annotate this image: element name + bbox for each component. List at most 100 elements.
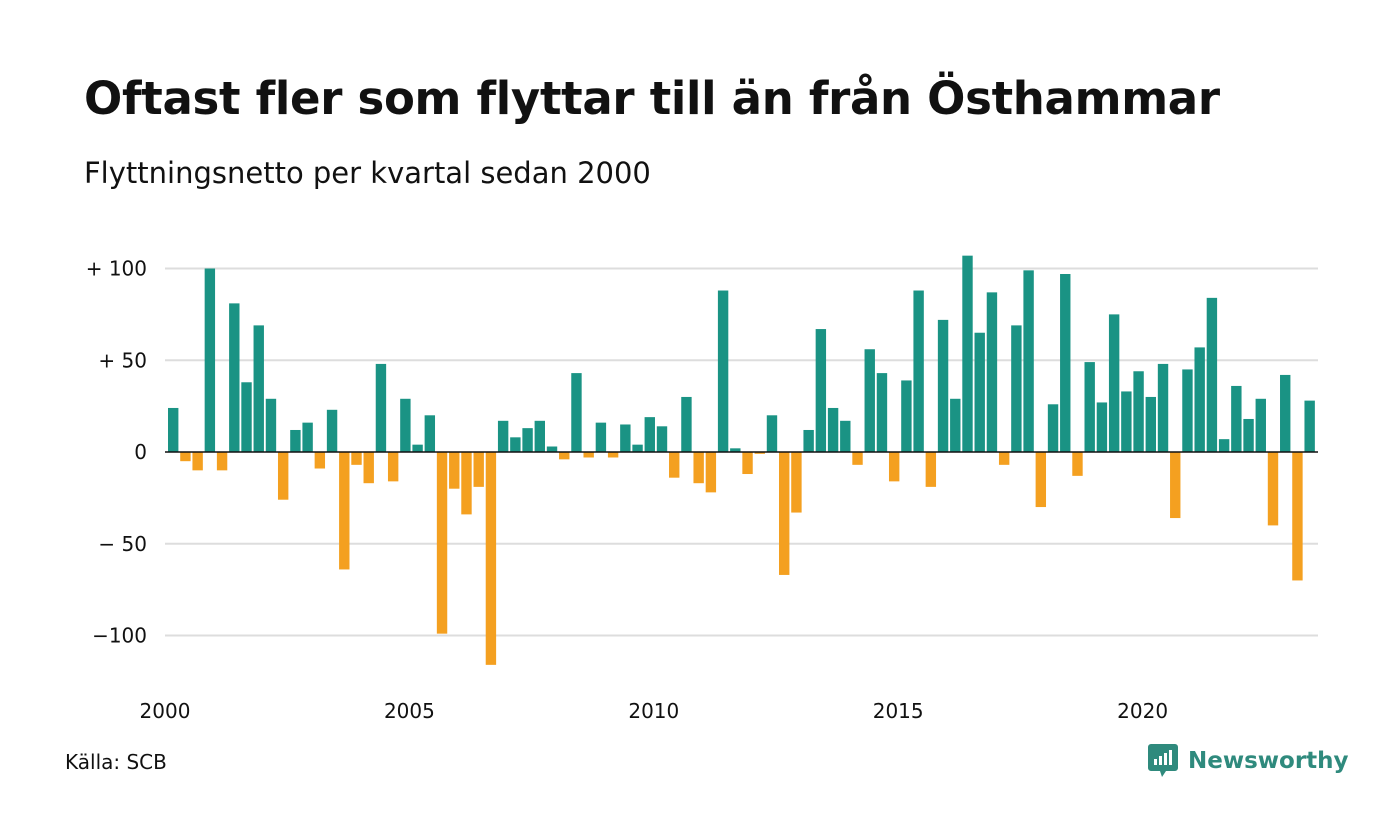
bar (742, 452, 753, 475)
bar (1096, 402, 1108, 452)
bar (326, 409, 338, 452)
bar (1218, 439, 1230, 452)
y-tick-label: −100 (92, 624, 147, 648)
bar (510, 437, 521, 452)
bars (168, 255, 1315, 665)
bar (1280, 374, 1291, 452)
bar (314, 452, 326, 469)
bar (876, 373, 888, 453)
bar (815, 329, 827, 452)
bar-chart: + 100 + 50 0 − 50 −100 2000 2005 2010 2015 2020 (86, 255, 1318, 723)
bar (387, 452, 399, 482)
bar (534, 420, 545, 453)
bar (937, 319, 949, 452)
bar (1023, 270, 1034, 452)
newsworthy-logo-icon (1148, 744, 1178, 777)
bar (779, 452, 790, 575)
bar (1084, 362, 1095, 452)
source-label: Källa: SCB (65, 750, 167, 774)
bar (754, 452, 765, 454)
bar (1292, 452, 1303, 581)
bar (705, 452, 717, 493)
bar (277, 452, 289, 500)
bar (1157, 363, 1169, 452)
bar (180, 452, 191, 462)
y-tick-label: + 50 (98, 348, 147, 372)
bar (962, 255, 973, 452)
y-axis-tick-labels: + 100 + 50 0 − 50 −100 (86, 257, 147, 648)
bar (913, 290, 924, 452)
bar (864, 349, 875, 452)
bar (241, 382, 252, 452)
bar (1170, 452, 1181, 519)
bar (607, 452, 619, 458)
bar (803, 429, 814, 452)
bar (1011, 325, 1022, 452)
bar (1231, 385, 1242, 452)
bar (375, 363, 387, 452)
bar (436, 452, 448, 634)
bar (925, 452, 937, 487)
bar (827, 407, 839, 452)
bar (424, 415, 436, 452)
bar (693, 452, 704, 484)
bar (632, 444, 643, 452)
bar (229, 303, 240, 452)
bar (216, 452, 228, 471)
bar (1035, 452, 1047, 508)
bar (1072, 452, 1083, 476)
x-tick-label: 2020 (1117, 699, 1168, 723)
bar (1194, 347, 1205, 452)
bar (840, 420, 851, 453)
x-tick-label: 2005 (384, 699, 435, 723)
bar (901, 380, 912, 452)
bar (351, 452, 362, 465)
bar (1145, 396, 1156, 452)
bar (1304, 400, 1315, 452)
x-tick-label: 2010 (628, 699, 679, 723)
y-tick-label: 0 (134, 440, 147, 464)
bar (522, 428, 533, 452)
bar (1182, 369, 1193, 453)
bar (265, 398, 277, 452)
bar (302, 422, 313, 452)
brand-name: Newsworthy (1188, 748, 1349, 774)
bar (1047, 404, 1059, 452)
bar (571, 373, 582, 453)
bar (950, 398, 961, 452)
bar (1206, 297, 1218, 452)
y-tick-label: − 50 (98, 532, 147, 556)
bar (473, 452, 484, 487)
bar (192, 452, 203, 471)
bar (1243, 418, 1254, 452)
bar (400, 398, 411, 452)
bar (1121, 391, 1132, 452)
bar (168, 407, 179, 452)
bar (204, 268, 216, 452)
bar (546, 446, 558, 452)
chart-subtitle: Flyttningsnetto per kvartal sedan 2000 (84, 156, 651, 190)
bar (1255, 398, 1266, 452)
x-tick-label: 2000 (140, 699, 191, 723)
bar (1133, 371, 1144, 452)
bar (583, 452, 594, 458)
bar (1267, 452, 1279, 526)
bar (1060, 274, 1071, 452)
grid-lines (165, 267, 1318, 637)
x-axis-tick-labels: 2000 2005 2010 2015 2020 (140, 699, 1169, 723)
chart-title: Oftast fler som flyttar till än från Öst… (84, 72, 1220, 125)
bar (620, 424, 631, 452)
bar (730, 448, 741, 452)
bar (253, 325, 264, 452)
brand-logo[interactable]: Newsworthy (1148, 744, 1349, 778)
bar (559, 452, 570, 460)
bar (888, 452, 900, 482)
bar (791, 452, 802, 513)
bar (656, 426, 668, 452)
bar (449, 452, 460, 489)
y-tick-label: + 100 (86, 257, 147, 281)
bar (412, 444, 423, 452)
bar (681, 396, 692, 452)
bar (363, 452, 374, 484)
bar (998, 452, 1010, 465)
